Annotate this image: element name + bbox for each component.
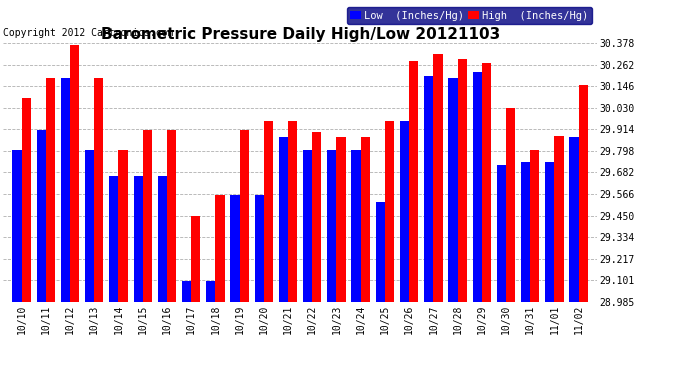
Bar xyxy=(70,45,79,302)
Bar xyxy=(448,78,457,302)
Bar xyxy=(530,150,540,302)
Bar xyxy=(95,78,103,302)
Bar xyxy=(473,72,482,302)
Bar xyxy=(497,165,506,302)
Bar xyxy=(279,138,288,302)
Bar xyxy=(37,130,46,302)
Bar xyxy=(143,130,152,302)
Bar xyxy=(400,121,409,302)
Bar xyxy=(545,162,555,302)
Bar xyxy=(361,138,370,302)
Bar xyxy=(327,150,337,302)
Bar xyxy=(337,138,346,302)
Bar xyxy=(351,150,361,302)
Bar xyxy=(264,121,273,302)
Bar xyxy=(579,86,588,302)
Bar xyxy=(61,78,70,302)
Bar xyxy=(46,78,55,302)
Bar xyxy=(288,121,297,302)
Bar xyxy=(191,216,200,302)
Bar xyxy=(433,54,442,302)
Bar xyxy=(313,132,322,302)
Bar xyxy=(239,130,249,302)
Bar xyxy=(555,136,564,302)
Bar xyxy=(230,195,239,302)
Bar xyxy=(133,177,143,302)
Bar xyxy=(376,202,385,302)
Bar xyxy=(109,177,119,302)
Bar xyxy=(167,130,176,302)
Bar xyxy=(158,177,167,302)
Bar xyxy=(119,150,128,302)
Text: Copyright 2012 Cartronics.com: Copyright 2012 Cartronics.com xyxy=(3,28,174,38)
Bar xyxy=(482,63,491,302)
Bar xyxy=(521,162,530,302)
Bar xyxy=(12,150,21,302)
Bar xyxy=(424,76,433,302)
Bar xyxy=(506,108,515,302)
Bar xyxy=(385,121,394,302)
Bar xyxy=(409,62,418,302)
Legend: Low  (Inches/Hg), High  (Inches/Hg): Low (Inches/Hg), High (Inches/Hg) xyxy=(347,7,591,24)
Bar xyxy=(457,60,467,302)
Bar xyxy=(21,99,31,302)
Bar xyxy=(255,195,264,302)
Bar xyxy=(215,195,224,302)
Bar xyxy=(85,150,95,302)
Title: Barometric Pressure Daily High/Low 20121103: Barometric Pressure Daily High/Low 20121… xyxy=(101,27,500,42)
Bar xyxy=(569,138,579,302)
Bar xyxy=(303,150,313,302)
Bar xyxy=(182,280,191,302)
Bar xyxy=(206,280,215,302)
